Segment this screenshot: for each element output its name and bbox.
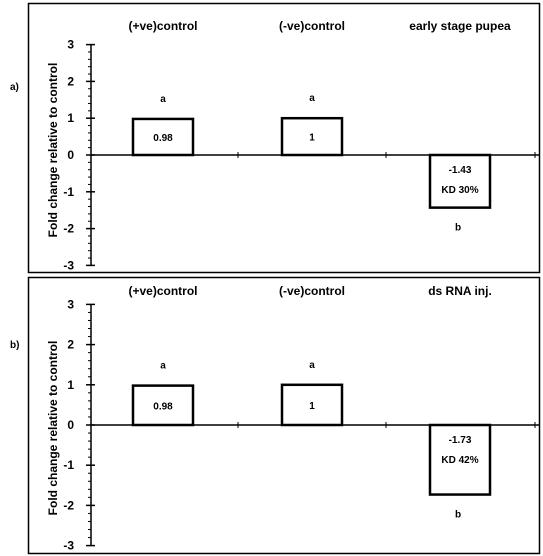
panel-a-category-label: (+ve)control: [128, 19, 197, 33]
panel-b-y-axis-label: Fold change relative to control: [46, 341, 60, 516]
panel-a-category-label: (-ve)control: [279, 19, 345, 33]
panel-b-category-label: ds RNA inj.: [428, 284, 492, 298]
panel-a-y-tick-label: -2: [63, 222, 74, 236]
panel-b-significance-label: a: [309, 360, 315, 371]
panel-b-category-label: (+ve)control: [128, 284, 197, 298]
panel-b-bar-value-label: 0.98: [153, 401, 173, 412]
panel-b-significance-label: b: [455, 510, 461, 521]
panel-a-y-tick-label: 1: [67, 111, 74, 125]
panel-b-y-tick-label: -3: [63, 539, 74, 553]
panel-a-bar-value-label: 0.98: [153, 133, 173, 144]
panel-b-bar-value-label: -1.73: [449, 435, 472, 446]
panel-b-y-tick-label: 0: [67, 418, 74, 432]
panel-a-category-label: early stage pupea: [409, 19, 511, 33]
panel-a-bar: [428, 153, 492, 209]
panel-a-bar-value-label: -1.43: [449, 165, 472, 176]
panel-b-y-tick-label: 1: [67, 378, 74, 392]
panel-b-y-tick-label: 2: [67, 338, 74, 352]
panel-a-y-axis-label: Fold change relative to control: [46, 63, 60, 238]
panel-a-y-tick-label: -1: [63, 185, 74, 199]
panel-b-y-tick-label: -1: [63, 458, 74, 472]
panel-a-y-tick-label: 2: [67, 74, 74, 88]
panel-a-frame: [27, 2, 541, 274]
panel-b-bar-value-label: 1: [309, 401, 315, 412]
panel-b-significance-label: a: [160, 361, 166, 372]
panel-a-significance-label: b: [455, 223, 461, 234]
panel-a-bar: [280, 116, 344, 157]
panel-a-label: a): [10, 82, 19, 93]
panel-a-significance-label: a: [309, 93, 315, 104]
panel-b-y-tick-label: -2: [63, 498, 74, 512]
panel-b-label: b): [10, 340, 19, 351]
panel-a-y-tick-label: -3: [63, 258, 74, 272]
panel-a-significance-label: a: [160, 94, 166, 105]
panel-b-bar: [428, 423, 492, 496]
panel-b-bar: [280, 383, 344, 427]
panel-a-bar-value-label: 1: [309, 133, 315, 144]
panel-b-y-tick-label: 3: [67, 297, 74, 311]
panel-b-frame: [27, 276, 541, 555]
panel-a-y-tick-label: 3: [67, 38, 74, 52]
panel-b-category-label: (-ve)control: [279, 284, 345, 298]
panel-a-bar: [131, 117, 195, 157]
panel-b-knockdown-label: KD 42%: [441, 455, 478, 466]
panel-a-y-tick-label: 0: [67, 148, 74, 162]
panel-b-bar: [131, 384, 195, 427]
panel-a-knockdown-label: KD 30%: [441, 185, 478, 196]
